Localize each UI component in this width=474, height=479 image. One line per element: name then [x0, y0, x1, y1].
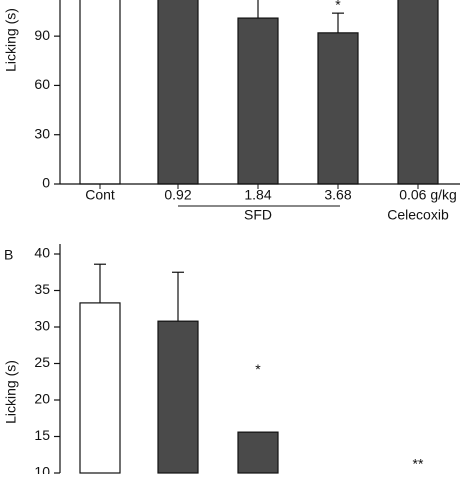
y-tick-label: 0: [42, 175, 50, 191]
x-tick-label: Cont: [85, 187, 115, 203]
bar: [397, 0, 439, 185]
annotation: *: [335, 0, 341, 13]
y-tick-label: 25: [34, 354, 50, 370]
bar: [157, 0, 199, 185]
plot: [79, 0, 439, 185]
y-tick-label: 20: [34, 391, 50, 407]
bar: [317, 32, 359, 185]
bar: [237, 17, 279, 185]
y-tick-label: 60: [34, 76, 50, 92]
x-tick-label: 0.06 g/kg: [399, 187, 457, 203]
annotation: **: [413, 456, 424, 472]
group-label: Celecoxib: [387, 207, 449, 223]
x-tick-label: 0.92: [164, 187, 191, 203]
y-tick-label: 90: [34, 27, 50, 43]
bar: [79, 302, 121, 474]
bar: [157, 320, 199, 474]
annotation: *: [255, 361, 261, 377]
bar: [237, 431, 279, 474]
y-axis-label: Licking (s): [3, 8, 19, 72]
y-tick-label: 35: [34, 281, 50, 297]
bar: [79, 0, 121, 185]
y-axis-label: Licking (s): [3, 360, 19, 424]
y-tick-label: 40: [34, 245, 50, 261]
y-tick-label: 15: [34, 427, 50, 443]
group-label: SFD: [244, 207, 272, 223]
y-tick-label: 10: [34, 464, 50, 474]
y-tick-label: 30: [34, 318, 50, 334]
x-tick-label: 3.68: [324, 187, 351, 203]
panel-label: B: [4, 247, 13, 263]
plot: [79, 263, 279, 474]
y-tick-label: 30: [34, 125, 50, 141]
x-tick-label: 1.84: [244, 187, 271, 203]
